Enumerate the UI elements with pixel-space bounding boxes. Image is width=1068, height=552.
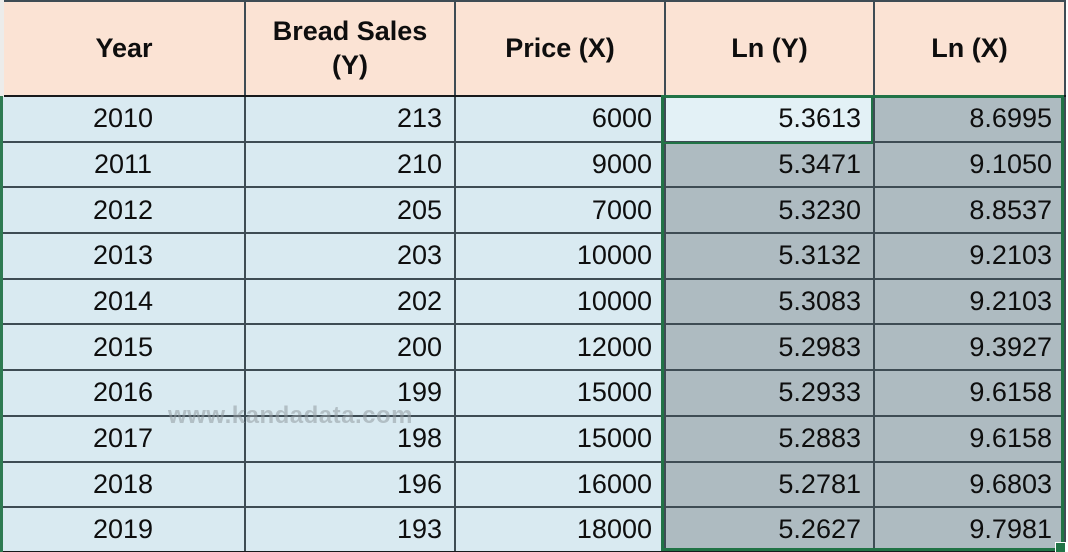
cell-ln_x[interactable]: 9.6158 (873, 369, 1066, 417)
cell-bread_sales[interactable]: 193 (244, 506, 456, 552)
cell-bread_sales[interactable]: 199 (244, 369, 456, 417)
cell-ln_y[interactable]: 5.2933 (664, 369, 875, 417)
table-row: 2010 213 6000 5.3613 8.6995 (2, 95, 1066, 143)
table-row: 2014 202 10000 5.3083 9.2103 (2, 277, 1066, 326)
cell-ln_y[interactable]: 5.3083 (664, 277, 875, 326)
cell-bread_sales[interactable]: 202 (244, 277, 456, 326)
cell-bread_sales[interactable]: 205 (244, 186, 456, 235)
column-header-price[interactable]: Price (X) (454, 0, 666, 97)
cell-ln_y[interactable]: 5.2627 (664, 506, 875, 552)
cell-ln_x[interactable]: 9.7981 (873, 506, 1066, 552)
cell-year[interactable]: 2013 (2, 232, 246, 280)
table-row: 2015 200 12000 5.2983 9.3927 (2, 323, 1066, 372)
cell-price[interactable]: 16000 (454, 460, 666, 509)
cell-year[interactable]: 2012 (2, 186, 246, 235)
cell-year[interactable]: 2010 (2, 95, 246, 143)
cell-bread_sales[interactable]: 196 (244, 460, 456, 509)
cell-year[interactable]: 2011 (2, 140, 246, 189)
column-header-ln_x[interactable]: Ln (X) (873, 0, 1066, 97)
cell-ln_x[interactable]: 9.6803 (873, 460, 1066, 509)
cell-price[interactable]: 7000 (454, 186, 666, 235)
table-row: 2012 205 7000 5.3230 8.8537 (2, 186, 1066, 235)
table-row: 2011 210 9000 5.3471 9.1050 (2, 140, 1066, 189)
table-row: 2017 198 15000 5.2883 9.6158 (2, 414, 1066, 463)
cell-bread_sales[interactable]: 200 (244, 323, 456, 372)
cell-year[interactable]: 2018 (2, 460, 246, 509)
cell-price[interactable]: 15000 (454, 369, 666, 417)
column-header-ln_y[interactable]: Ln (Y) (664, 0, 875, 97)
header-row: Year Bread Sales (Y) Price (X) Ln (Y) Ln (X) (0, 0, 1066, 97)
column-header-year[interactable]: Year (0, 0, 246, 97)
cell-bread_sales[interactable]: 203 (244, 232, 456, 280)
table-row: 2018 196 16000 5.2781 9.6803 (2, 460, 1066, 509)
cell-ln_y[interactable]: 5.2983 (664, 323, 875, 372)
cell-ln_y[interactable]: 5.2883 (664, 414, 875, 463)
cell-ln_x[interactable]: 9.3927 (873, 323, 1066, 372)
cell-year[interactable]: 2016 (2, 369, 246, 417)
cell-year[interactable]: 2015 (2, 323, 246, 372)
table-row: 2019 193 18000 5.2627 9.7981 (2, 506, 1066, 552)
cell-ln_x[interactable]: 9.1050 (873, 140, 1066, 189)
cell-price[interactable]: 18000 (454, 506, 666, 552)
cell-ln_x[interactable]: 8.8537 (873, 186, 1066, 235)
cell-year[interactable]: 2019 (2, 506, 246, 552)
cell-price[interactable]: 10000 (454, 277, 666, 326)
cell-bread_sales[interactable]: 198 (244, 414, 456, 463)
cell-price[interactable]: 10000 (454, 232, 666, 280)
cell-bread_sales[interactable]: 213 (244, 95, 456, 143)
cell-ln_x[interactable]: 8.6995 (873, 95, 1066, 143)
cell-price[interactable]: 12000 (454, 323, 666, 372)
cell-year[interactable]: 2014 (2, 277, 246, 326)
column-header-bread_sales[interactable]: Bread Sales (Y) (244, 0, 456, 97)
cell-price[interactable]: 6000 (454, 95, 666, 143)
cell-ln_y[interactable]: 5.3132 (664, 232, 875, 280)
cell-ln_y[interactable]: 5.3230 (664, 186, 875, 235)
table-row: 2016 199 15000 5.2933 9.6158 (2, 369, 1066, 417)
fill-handle[interactable] (1055, 542, 1066, 552)
cell-ln_x[interactable]: 9.2103 (873, 277, 1066, 326)
table-row: 2013 203 10000 5.3132 9.2103 (2, 232, 1066, 280)
cell-price[interactable]: 15000 (454, 414, 666, 463)
cell-ln_x[interactable]: 9.6158 (873, 414, 1066, 463)
cell-ln_x[interactable]: 9.2103 (873, 232, 1066, 280)
cell-ln_y[interactable]: 5.3471 (664, 140, 875, 189)
cell-price[interactable]: 9000 (454, 140, 666, 189)
cell-ln_y[interactable]: 5.3613 (664, 95, 875, 143)
cell-year[interactable]: 2017 (2, 414, 246, 463)
cell-ln_y[interactable]: 5.2781 (664, 460, 875, 509)
cell-bread_sales[interactable]: 210 (244, 140, 456, 189)
